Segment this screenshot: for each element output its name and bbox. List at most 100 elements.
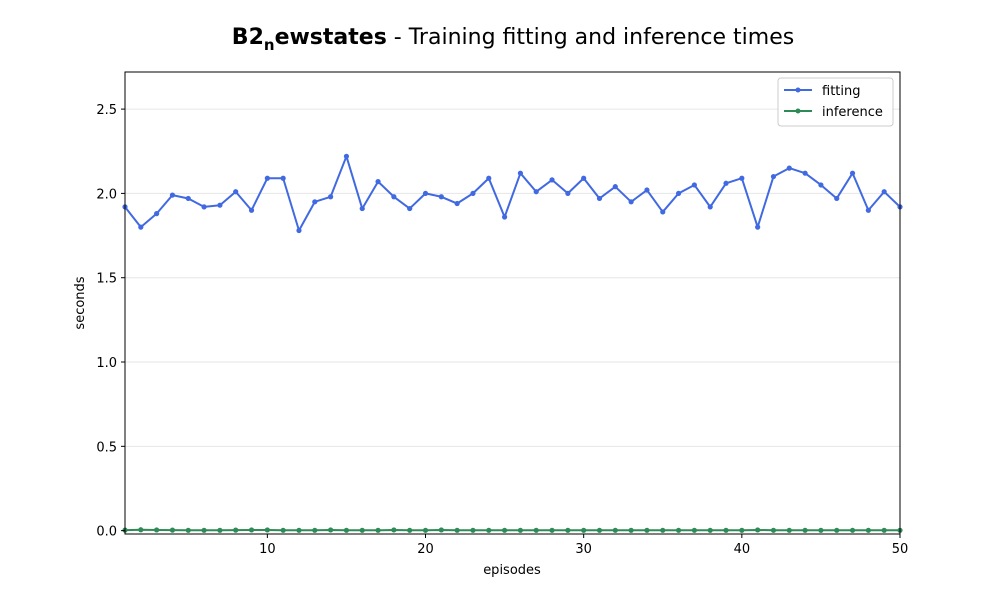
data-point-inference xyxy=(565,527,571,533)
x-tick-label: 50 xyxy=(892,542,909,557)
data-point-inference xyxy=(644,527,650,533)
data-point-inference xyxy=(770,527,777,533)
x-axis-label: episodes xyxy=(483,563,541,578)
data-point-fitting xyxy=(723,180,729,186)
data-point-inference xyxy=(280,527,286,533)
data-point-fitting xyxy=(818,182,824,188)
data-point-fitting xyxy=(138,224,144,230)
y-axis-ticks: 0.0 0.5 1.0 1.5 2.0 2.5 xyxy=(96,103,125,540)
data-point-fitting xyxy=(438,194,444,200)
data-point-inference xyxy=(739,527,745,533)
data-point-fitting xyxy=(865,207,871,213)
y-tick-label: 0.0 xyxy=(96,525,117,540)
data-point-inference xyxy=(438,527,444,533)
data-point-fitting xyxy=(486,175,492,181)
x-tick-label: 20 xyxy=(417,542,434,557)
chart-title-main: B2 xyxy=(232,25,264,50)
data-point-inference xyxy=(786,527,792,533)
series-group xyxy=(122,153,903,533)
data-point-fitting xyxy=(881,189,887,195)
data-point-inference xyxy=(375,527,381,533)
data-point-inference xyxy=(628,527,634,533)
x-tick-label: 10 xyxy=(259,542,276,557)
data-point-inference xyxy=(865,527,871,533)
data-point-inference xyxy=(581,527,587,533)
data-point-fitting xyxy=(501,214,508,220)
data-point-fitting xyxy=(675,190,682,197)
data-point-fitting xyxy=(233,189,239,195)
y-tick-label: 2.0 xyxy=(96,187,117,202)
data-point-inference xyxy=(470,527,476,533)
data-point-inference xyxy=(486,527,492,533)
data-point-inference xyxy=(707,527,713,533)
y-tick-label: 1.5 xyxy=(96,272,117,287)
legend-label-inference: inference xyxy=(822,105,883,120)
data-point-fitting xyxy=(581,175,587,181)
data-point-fitting xyxy=(280,175,286,181)
data-point-fitting xyxy=(407,205,413,212)
legend-marker-inference xyxy=(795,108,801,114)
grid-lines xyxy=(125,108,900,532)
data-point-fitting xyxy=(454,200,460,207)
data-point-inference xyxy=(185,527,191,533)
data-point-fitting xyxy=(612,184,618,190)
data-point-inference xyxy=(217,527,223,533)
data-point-fitting xyxy=(596,195,603,202)
data-point-inference xyxy=(533,527,539,533)
chart-title-rest: - Training fitting and inference times xyxy=(387,25,794,50)
data-point-fitting xyxy=(660,209,666,215)
data-point-inference xyxy=(407,527,413,533)
data-point-fitting xyxy=(217,202,223,208)
data-point-inference xyxy=(391,527,397,533)
data-point-fitting xyxy=(802,170,808,176)
data-point-inference xyxy=(849,527,856,533)
data-point-inference xyxy=(138,527,144,533)
data-point-fitting xyxy=(691,182,697,188)
data-point-fitting xyxy=(755,224,761,230)
data-point-inference xyxy=(818,527,824,533)
x-axis-ticks: 10 20 30 40 50 xyxy=(259,534,908,557)
data-point-inference xyxy=(343,527,350,533)
data-point-fitting xyxy=(328,194,334,200)
chart-title: B2newstates - Training fitting and infer… xyxy=(232,25,794,54)
data-point-fitting xyxy=(359,205,365,212)
data-point-fitting xyxy=(849,170,856,176)
data-point-fitting xyxy=(312,199,318,205)
series-line-inference xyxy=(124,528,900,532)
data-point-fitting xyxy=(549,177,555,183)
data-point-inference xyxy=(296,527,302,533)
data-point-fitting xyxy=(565,190,571,197)
data-point-fitting xyxy=(343,153,350,159)
data-point-inference xyxy=(422,527,429,533)
y-axis-label: seconds xyxy=(73,276,88,329)
data-point-inference xyxy=(169,527,176,533)
data-point-fitting xyxy=(264,175,270,181)
data-point-inference xyxy=(675,527,682,533)
data-point-inference xyxy=(723,527,729,533)
data-point-inference xyxy=(517,527,524,533)
data-point-inference xyxy=(233,527,239,533)
data-point-fitting xyxy=(707,204,713,210)
data-point-fitting xyxy=(375,178,381,185)
data-point-fitting xyxy=(169,192,176,198)
data-point-inference xyxy=(802,527,808,533)
data-point-fitting xyxy=(834,195,840,202)
x-tick-label: 40 xyxy=(734,542,751,557)
data-point-fitting xyxy=(422,190,429,197)
data-point-inference xyxy=(691,527,697,533)
legend: fitting inference xyxy=(777,77,894,127)
data-point-inference xyxy=(501,527,508,533)
data-point-fitting xyxy=(644,187,650,193)
data-point-fitting xyxy=(201,204,207,210)
chart-title-bold-rest: ewstates xyxy=(275,25,387,50)
data-point-inference xyxy=(312,527,318,533)
data-point-inference xyxy=(454,527,460,533)
y-tick-label: 2.5 xyxy=(96,103,117,118)
data-point-inference xyxy=(755,527,761,533)
data-point-fitting xyxy=(786,165,792,171)
plot-area xyxy=(124,71,901,535)
data-point-inference xyxy=(264,527,270,533)
data-point-inference xyxy=(328,527,334,533)
x-tick-label: 30 xyxy=(575,542,592,557)
